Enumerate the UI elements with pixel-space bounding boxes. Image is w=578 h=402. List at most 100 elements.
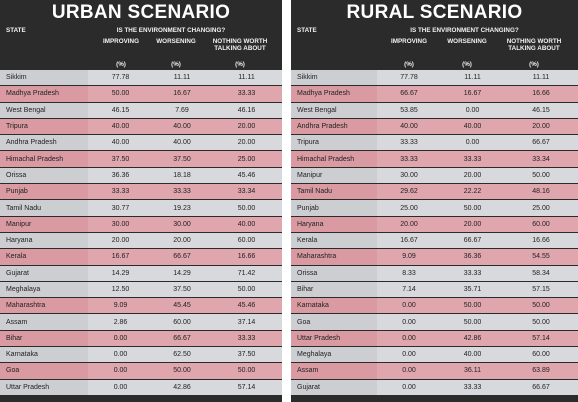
table-row: Kerala 16.67 66.67 16.66 [0,248,282,266]
col-worsening: WORSENING [447,38,487,45]
col-nothing: NOTHING WORTH TALKING ABOUT [212,38,268,52]
nothing-cell: 33.33 [211,330,282,348]
nothing-cell: 71.42 [211,265,282,282]
improving-cell: 30.00 [377,167,441,185]
state-cell: Orissa [0,167,88,185]
improving-cell: 77.78 [88,70,153,87]
table-row: Andhra Pradesh 40.00 40.00 20.00 [0,134,282,152]
worsening-cell: 36.36 [441,248,504,266]
improving-cell: 0.00 [88,362,153,380]
table-row: Uttar Pradesh 0.00 42.86 57.14 [0,379,282,396]
worsening-cell: 22.22 [441,183,504,201]
worsening-cell: 20.00 [441,167,504,185]
worsening-cell: 40.00 [153,118,211,136]
table-row: Bihar 0.00 66.67 33.33 [0,330,282,348]
table-row: West Bengal 46.15 7.69 46.16 [0,102,282,119]
state-cell: Tripura [291,134,377,152]
state-cell: Karnataka [0,346,88,364]
worsening-cell: 11.11 [153,70,211,87]
improving-cell: 12.50 [88,281,153,299]
improving-cell: 33.33 [377,134,441,152]
table-row: Maharashtra 9.09 36.36 54.55 [291,248,578,266]
unit-improving: (%) [116,61,126,68]
worsening-cell: 7.69 [153,102,211,119]
nothing-cell: 54.55 [504,248,578,266]
state-cell: Himachal Pradesh [291,150,377,168]
worsening-cell: 19.23 [153,199,211,217]
worsening-cell: 35.71 [441,281,504,299]
table-row: Orissa 36.36 18.18 45.46 [0,167,282,185]
worsening-cell: 40.00 [153,134,211,152]
table-row: Gujarat 0.00 33.33 66.67 [291,379,578,396]
nothing-cell: 33.34 [504,150,578,168]
improving-cell: 0.00 [377,379,441,396]
worsening-cell: 33.33 [153,183,211,201]
table-row: Punjab 33.33 33.33 33.34 [0,183,282,201]
unit-improving: (%) [404,61,414,68]
table-row: Assam 2.86 60.00 37.14 [0,313,282,331]
nothing-cell: 50.00 [211,281,282,299]
nothing-cell: 46.16 [211,102,282,119]
improving-cell: 37.50 [88,150,153,168]
nothing-cell: 46.15 [504,102,578,119]
state-cell: Karnataka [291,297,377,315]
state-cell: Uttar Pradesh [291,330,377,348]
nothing-cell: 50.00 [504,313,578,331]
improving-cell: 50.00 [88,85,153,103]
nothing-cell: 37.50 [211,346,282,364]
nothing-cell: 50.00 [504,167,578,185]
state-cell: Tamil Nadu [291,183,377,201]
table-row: Assam 0.00 36.11 63.89 [291,362,578,380]
state-cell: Himachal Pradesh [0,150,88,168]
state-cell: Orissa [291,265,377,282]
improving-cell: 36.36 [88,167,153,185]
state-cell: Tripura [0,118,88,136]
state-cell: Haryana [0,232,88,250]
improving-cell: 33.33 [377,150,441,168]
improving-cell: 40.00 [88,134,153,152]
nothing-cell: 60.00 [504,216,578,233]
worsening-cell: 20.00 [441,216,504,233]
improving-cell: 14.29 [88,265,153,282]
nothing-cell: 11.11 [504,70,578,87]
col-improving: IMPROVING [390,38,428,45]
state-cell: Tamil Nadu [0,199,88,217]
state-cell: Goa [0,362,88,380]
table-row: Gujarat 14.29 14.29 71.42 [0,265,282,282]
improving-cell: 0.00 [88,330,153,348]
state-header: STATE [297,27,317,34]
improving-cell: 20.00 [377,216,441,233]
improving-cell: 30.00 [88,216,153,233]
nothing-cell: 57.14 [211,379,282,396]
worsening-cell: 42.86 [153,379,211,396]
worsening-cell: 16.67 [153,85,211,103]
worsening-cell: 66.67 [153,330,211,348]
table-row: Haryana 20.00 20.00 60.00 [291,216,578,233]
nothing-cell: 50.00 [211,362,282,380]
state-cell: Maharashtra [291,248,377,266]
table-row: Kerala 16.67 66.67 16.66 [291,232,578,250]
nothing-cell: 33.34 [211,183,282,201]
state-cell: Madhya Pradesh [291,85,377,103]
rural-table: Sikkim 77.78 11.11 11.11 Madhya Pradesh 66.67… [291,70,578,396]
table-row: Tamil Nadu 30.77 19.23 50.00 [0,199,282,217]
improving-cell: 33.33 [88,183,153,201]
question-header: IS THE ENVIRONMENT CHANGING? [116,27,226,34]
worsening-cell: 50.00 [441,313,504,331]
worsening-cell: 36.11 [441,362,504,380]
table-row: Karnataka 0.00 62.50 37.50 [0,346,282,364]
state-cell: Madhya Pradesh [0,85,88,103]
nothing-cell: 57.14 [504,330,578,348]
state-cell: Uttar Pradesh [0,379,88,396]
state-cell: Haryana [291,216,377,233]
urban-title: URBAN SCENARIO [51,2,231,23]
table-row: Manipur 30.00 20.00 50.00 [291,167,578,185]
state-cell: West Bengal [0,102,88,119]
table-row: Tamil Nadu 29.62 22.22 48.16 [291,183,578,201]
state-cell: Meghalaya [0,281,88,299]
table-row: Orissa 8.33 33.33 58.34 [291,265,578,282]
nothing-cell: 58.34 [504,265,578,282]
improving-cell: 40.00 [377,118,441,136]
state-cell: Punjab [291,199,377,217]
nothing-cell: 60.00 [504,346,578,364]
